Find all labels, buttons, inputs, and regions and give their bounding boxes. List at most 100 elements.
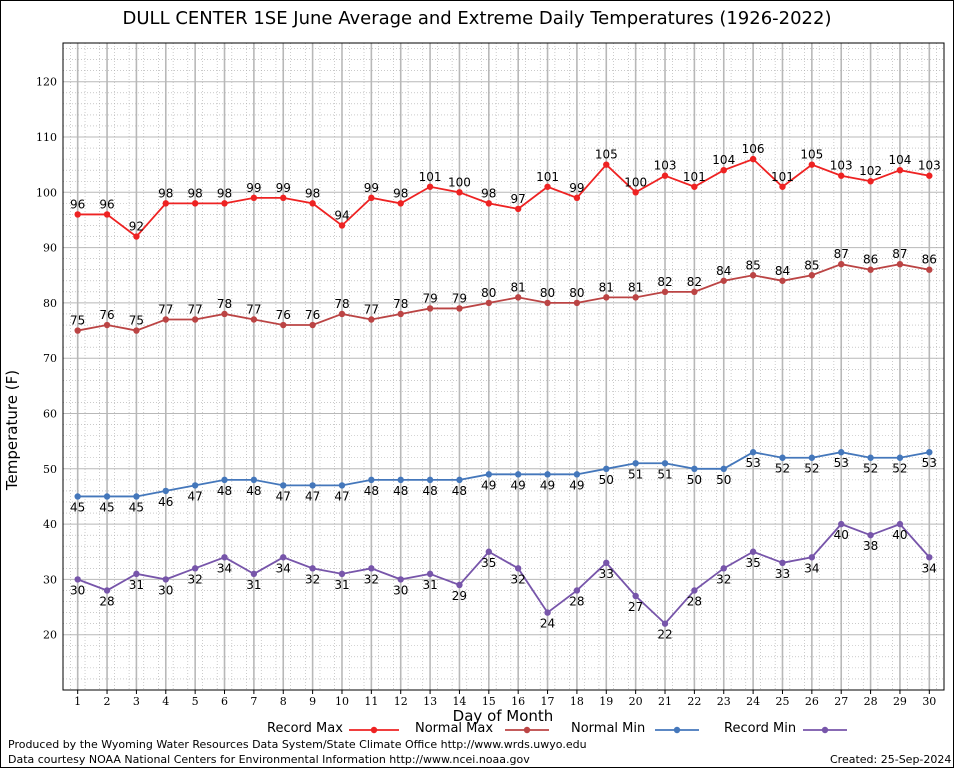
data-label-record-max: 99: [276, 181, 291, 195]
data-label-normal-min: 53: [922, 456, 937, 470]
data-label-normal-max: 77: [158, 302, 173, 316]
y-tick-label: 80: [43, 297, 57, 310]
data-point-record-min: [397, 576, 404, 583]
data-point-normal-min: [808, 454, 816, 461]
data-point-record-min: [544, 609, 551, 616]
data-label-record-min: 22: [657, 628, 672, 642]
data-label-normal-max: 78: [334, 297, 349, 311]
data-point-record-min: [456, 581, 463, 589]
data-point-record-max: [838, 172, 845, 179]
data-label-record-min: 24: [540, 617, 555, 631]
data-label-record-min: 28: [687, 594, 702, 608]
data-point-normal-min: [368, 476, 375, 484]
data-label-record-min: 30: [393, 583, 408, 597]
data-label-record-min: 31: [422, 578, 437, 592]
legend-label-normal-max: Normal Max: [415, 721, 494, 736]
x-tick-label: 28: [864, 695, 878, 708]
data-label-record-max: 99: [246, 181, 261, 195]
data-label-normal-max: 80: [540, 286, 555, 300]
data-label-record-min: 40: [892, 528, 907, 542]
data-label-normal-min: 52: [892, 462, 907, 476]
data-label-record-min: 32: [305, 572, 320, 586]
data-point-record-max: [103, 211, 111, 218]
data-label-record-min: 32: [716, 572, 731, 586]
footer-data-source: Data courtesy NOAA National Centers for …: [8, 753, 530, 766]
data-label-normal-min: 49: [511, 478, 526, 492]
data-label-record-max: 101: [683, 170, 706, 184]
x-tick-label: 2: [104, 695, 111, 708]
data-label-normal-min: 50: [716, 473, 731, 487]
data-point-record-max: [133, 233, 140, 240]
data-label-normal-min: 51: [657, 467, 672, 481]
data-point-normal-min: [280, 482, 287, 489]
data-point-normal-max: [749, 272, 757, 279]
x-tick-label: 19: [599, 695, 613, 708]
data-point-normal-max: [426, 305, 434, 312]
data-label-normal-min: 47: [334, 489, 349, 503]
data-point-record-max: [632, 189, 639, 196]
legend-marker-normal-max: [523, 726, 531, 734]
data-label-normal-max: 87: [892, 247, 907, 261]
data-label-record-max: 96: [70, 197, 85, 211]
data-label-normal-max: 84: [775, 264, 790, 278]
data-label-record-min: 30: [158, 583, 173, 597]
data-point-record-max: [338, 222, 346, 229]
x-tick-label: 16: [511, 695, 525, 708]
series-line-record-min: [77, 523, 930, 625]
data-label-record-max: 98: [481, 186, 496, 200]
data-point-normal-min: [544, 471, 551, 478]
data-point-record-min: [838, 520, 845, 528]
series-line-record-max: [77, 158, 930, 238]
data-point-record-min: [191, 565, 199, 572]
y-axis-label: Temperature (F): [3, 369, 21, 491]
data-point-record-min: [221, 554, 228, 561]
x-tick-label: 8: [280, 695, 287, 708]
legend-marker-record-min: [821, 726, 829, 734]
data-label-record-min: 34: [217, 561, 232, 575]
data-point-record-max: [514, 205, 522, 213]
data-label-normal-min: 48: [422, 484, 437, 498]
data-label-record-min: 33: [599, 567, 614, 581]
data-label-normal-max: 77: [364, 302, 379, 316]
data-point-normal-min: [867, 454, 874, 461]
data-label-normal-max: 86: [922, 253, 937, 267]
data-label-normal-min: 48: [393, 484, 408, 498]
data-label-normal-max: 77: [188, 302, 203, 316]
x-tick-label: 27: [834, 695, 848, 708]
data-label-record-max: 96: [99, 197, 114, 211]
data-label-record-max: 94: [334, 208, 349, 222]
data-point-record-max: [779, 183, 786, 190]
data-point-record-max: [749, 155, 757, 163]
y-tick-label: 70: [43, 352, 57, 365]
data-label-normal-min: 53: [834, 456, 849, 470]
data-point-record-max: [926, 172, 933, 179]
data-point-normal-max: [691, 288, 698, 296]
data-label-normal-max: 85: [804, 258, 819, 272]
data-point-normal-max: [162, 316, 169, 323]
data-label-normal-max: 81: [628, 280, 643, 294]
footer-created-date: Created: 25-Sep-2024: [830, 753, 952, 766]
data-label-record-max: 99: [569, 181, 584, 195]
data-point-record-min: [720, 565, 727, 572]
data-point-normal-min: [338, 482, 346, 489]
data-label-record-min: 35: [481, 556, 496, 570]
y-tick-label: 40: [43, 518, 57, 531]
data-point-normal-min: [250, 476, 258, 484]
data-point-normal-max: [838, 260, 845, 268]
data-point-record-min: [485, 548, 493, 555]
data-point-normal-max: [250, 316, 258, 323]
data-point-normal-min: [456, 476, 463, 484]
data-point-record-max: [221, 200, 228, 207]
x-tick-label: 15: [482, 695, 496, 708]
data-label-normal-max: 77: [246, 302, 261, 316]
x-tick-label: 26: [805, 695, 819, 708]
data-label-normal-max: 76: [305, 308, 320, 322]
data-point-normal-min: [74, 493, 81, 500]
data-label-record-min: 29: [452, 589, 467, 603]
data-point-normal-max: [191, 316, 199, 323]
data-label-record-max: 100: [448, 175, 471, 189]
data-label-record-min: 31: [246, 578, 261, 592]
data-label-record-min: 28: [99, 594, 114, 608]
data-point-record-min: [280, 554, 287, 561]
data-label-normal-max: 84: [716, 264, 731, 278]
